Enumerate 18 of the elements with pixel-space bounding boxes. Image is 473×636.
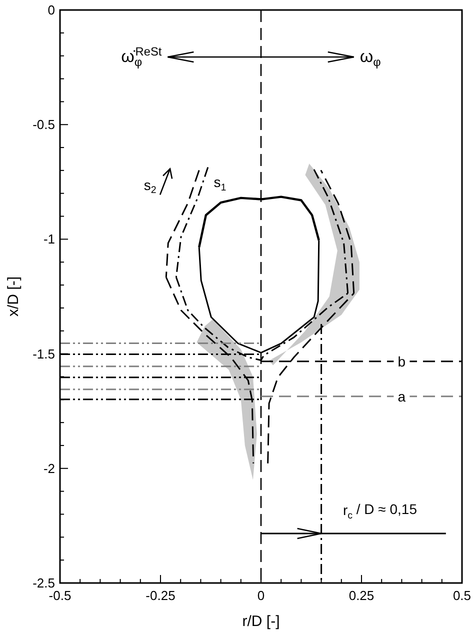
x-tick-label: 0.5 xyxy=(452,588,472,603)
y-axis-title: x/D [-] xyxy=(5,276,22,316)
x-tick-label: -0.25 xyxy=(146,588,176,603)
annotation: r$_{c}$ / D ≈ 0,15 xyxy=(342,500,418,522)
x-axis-title: r/D [-] xyxy=(242,613,280,630)
annotation: b xyxy=(398,353,406,370)
annotation: s$_{2}$ xyxy=(144,176,156,196)
y-tick-label: -2.5 xyxy=(32,576,55,590)
annotation: s$_{1}$ xyxy=(214,174,226,194)
y-tick-label: -1 xyxy=(43,232,55,247)
y-tick-label: -0.5 xyxy=(32,117,55,132)
y-tick-label: -1.5 xyxy=(32,346,55,362)
y-tick-label: 0 xyxy=(48,2,55,18)
x-tick-label: 0 xyxy=(257,588,265,603)
y-tick-label: -2 xyxy=(43,460,55,476)
annotation: a xyxy=(398,388,406,404)
x-tick-label: 0.25 xyxy=(348,588,374,603)
annotation: ω$_{φ}$ xyxy=(360,46,382,70)
